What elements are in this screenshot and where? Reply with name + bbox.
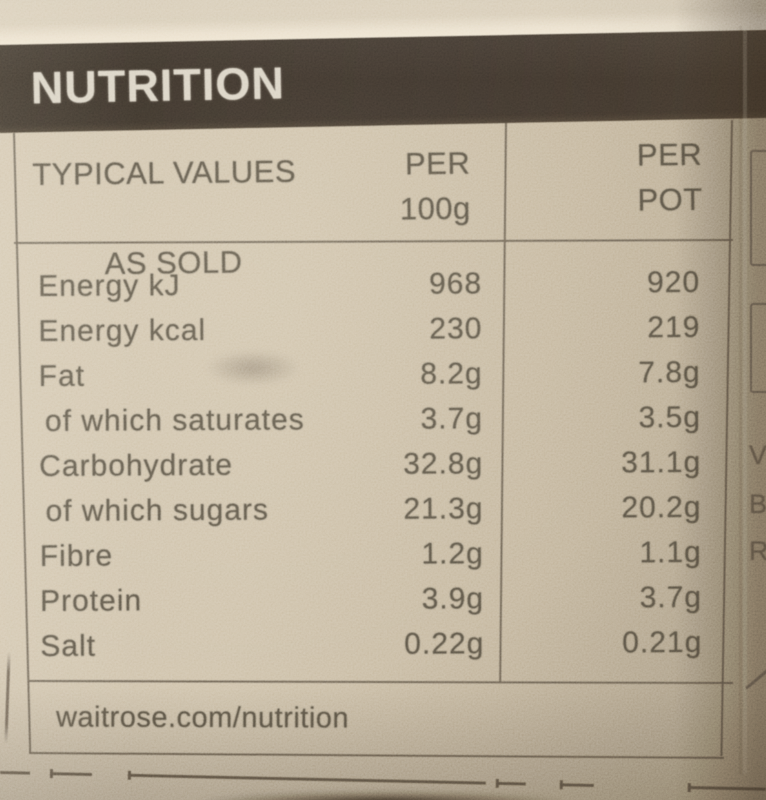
row-value-perpot: 3.5g [638,400,702,435]
row-label: Salt [40,629,97,663]
row-value-perpot: 7.8g [638,355,701,390]
nutrition-row: Energy kJ 968 920 [36,260,710,309]
nutrition-row: Fibre 1.2g 1.1g [38,530,712,579]
per100g-line2: 100g [399,190,472,227]
row-label: Carbohydrate [39,448,234,483]
nutrition-rows: Energy kJ 968 920 Energy kcal 230 219 Fat 8.2g 7… [36,260,712,669]
row-value-per100g: 21.3g [403,492,484,526]
perforation-dash [559,783,594,787]
row-value-per100g: 3.9g [421,582,485,616]
row-value-perpot: 920 [646,265,701,300]
nutrition-row: Fat 8.2g 7.8g [37,350,711,399]
per100g-line1: PER [404,145,471,182]
row-value-per100g: 0.22g [404,627,485,661]
nutrition-row: Energy kcal 230 219 [36,305,710,354]
row-value-perpot: 20.2g [621,490,702,525]
row-label: of which saturates [44,403,305,438]
perforation-tick [49,769,54,779]
column-header-perpot: PER POT [637,132,703,223]
rowhead-line1: TYPICAL VALUES [32,153,297,192]
perforation-dash [687,786,766,791]
row-value-perpot: 0.21g [622,625,703,660]
nutrition-title: NUTRITION [30,57,286,114]
row-value-per100g: 8.2g [420,357,483,391]
perforation-dash [495,781,526,785]
row-value-perpot: 31.1g [621,445,702,480]
perforation-tick [687,783,691,793]
edge-letter: R [749,536,766,566]
fold-highlight [743,26,747,774]
column-header-per100g: PER 100g [399,141,471,232]
row-label: of which sugars [45,493,270,528]
nutrition-row: Carbohydrate 32.8g 31.1g [37,440,711,489]
row-value-per100g: 968 [428,267,483,301]
row-value-perpot: 3.7g [639,580,703,615]
footer-separator [28,680,734,684]
edge-letter: V [749,440,766,470]
perforation-tick [127,770,132,780]
perforation-tick [495,778,499,788]
row-label: Fibre [39,539,114,573]
nutrition-row: Protein 3.9g 3.7g [38,575,712,624]
nutrition-row: Salt 0.22g 0.21g [38,620,712,669]
row-value-per100g: 32.8g [403,447,484,481]
perpot-line2: POT [637,181,703,218]
row-value-perpot: 1.1g [639,535,702,570]
row-label: Energy kcal [38,313,207,348]
adjacent-panel-box-fragment [750,150,766,266]
table-header: TYPICAL VALUES AS SOLD PER 100g PER POT [32,137,711,281]
nutrition-title-band: NUTRITION [0,29,766,133]
row-label: Fat [38,359,86,393]
table-border-right [720,119,733,756]
edge-diagonal-mark [745,665,766,690]
row-label: Protein [39,584,143,618]
footer-url: waitrose.com/nutrition [55,701,350,735]
row-value-per100g: 1.2g [421,537,484,571]
row-label: Energy kJ [38,269,181,303]
package-edge-line [4,651,11,745]
perforation-dash [127,773,486,785]
row-value-perpot: 219 [647,310,701,345]
edge-letter: B [749,489,766,519]
fold-shadow [739,26,742,774]
perpot-line1: PER [636,136,703,173]
perforation-dash [49,772,92,776]
table-border-bottom [28,752,724,759]
perforation-tick [559,780,563,790]
adjacent-panel-box-fragment [750,303,766,393]
row-value-per100g: 3.7g [420,402,484,436]
bottom-shadow [200,791,565,800]
table-border-left [13,132,32,754]
print-smudge [205,350,301,386]
perforation-dash [0,771,30,775]
nutrition-row: of which saturates 3.7g 3.5g [37,395,711,444]
nutrition-row: of which sugars 21.3g 20.2g [37,485,711,534]
row-value-per100g: 230 [429,312,483,346]
